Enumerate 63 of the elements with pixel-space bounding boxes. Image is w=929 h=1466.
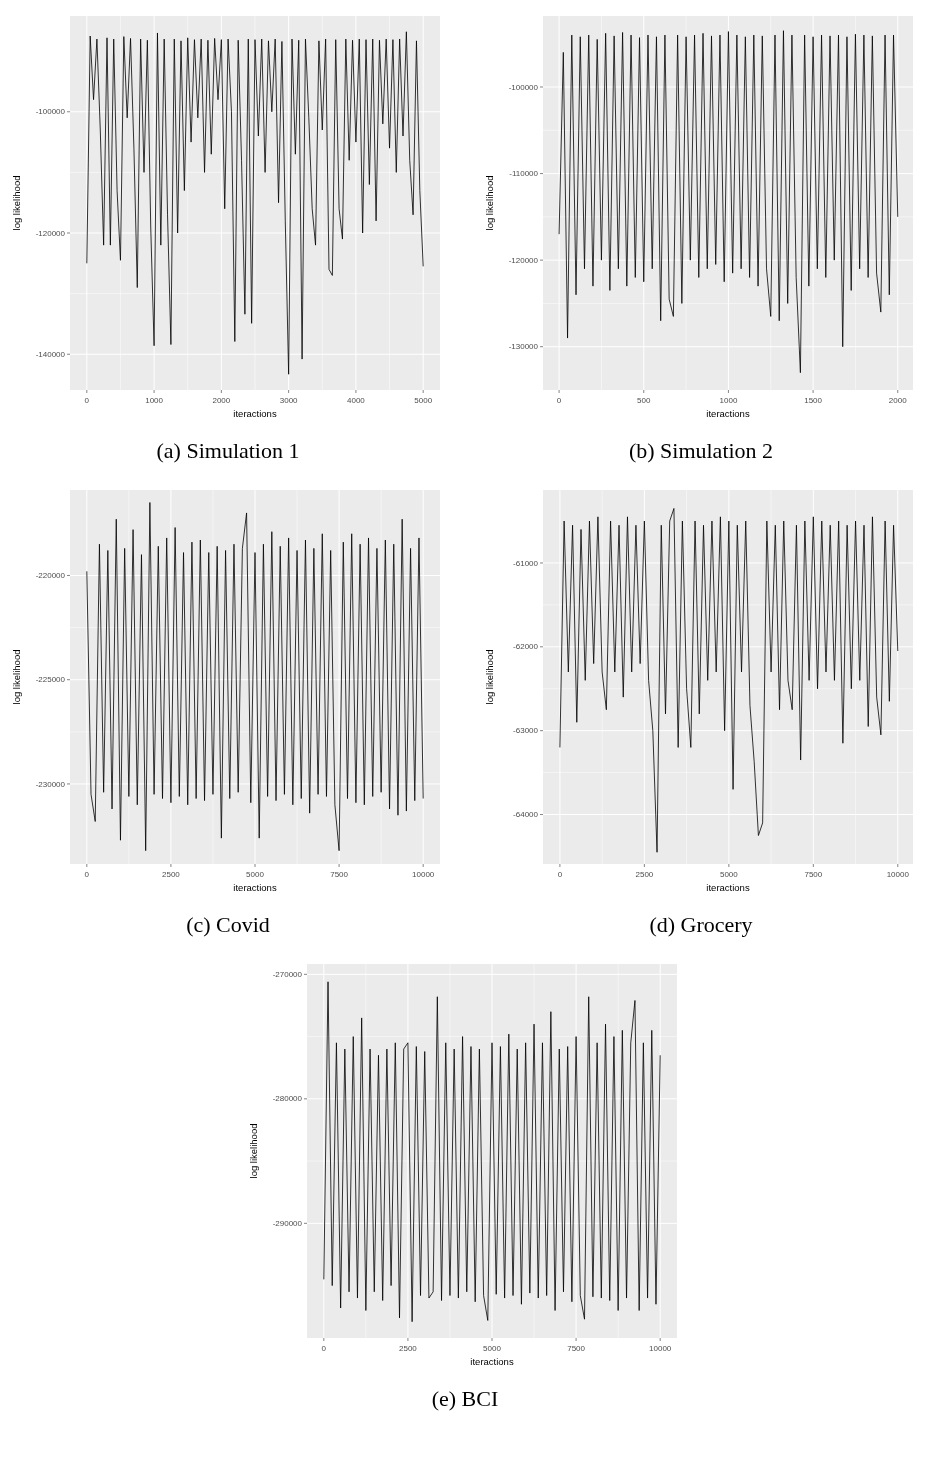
x-tick-label: 10000 (412, 870, 435, 879)
x-axis-title: iteractions (233, 408, 277, 419)
y-tick-label: -100000 (35, 107, 66, 117)
text: (a) Simulation 1 (156, 438, 300, 463)
x-tick-label: 2500 (398, 1344, 417, 1353)
x-tick-label: 2000 (888, 396, 908, 405)
y-axis-title: log likelihood (247, 1123, 259, 1179)
x-tick-label: 1500 (804, 396, 823, 405)
x-tick-label: 500 (637, 396, 651, 405)
x-tick-label: 7500 (330, 870, 349, 879)
y-tick-label: -110000 (509, 169, 539, 179)
y-tick-label: -225000 (35, 675, 66, 685)
x-axis-title: iteractions (233, 882, 277, 893)
line-series (86, 502, 424, 852)
y-tick-label: -62000 (513, 642, 539, 652)
text: (d) Grocery (649, 912, 753, 937)
y-tick-label: -280000 (272, 1094, 303, 1104)
line-series (559, 508, 899, 853)
x-tick-label: 1000 (145, 396, 164, 405)
x-tick-label: 7500 (566, 1344, 586, 1353)
x-tick-label: 0 (321, 1344, 327, 1353)
line-series (322, 981, 661, 1323)
x-tick-label: 10000 (886, 870, 910, 879)
x-tick-label: 0 (556, 396, 562, 405)
y-axis-title: log likelihood (484, 649, 495, 705)
x-tick-label: 2500 (162, 870, 181, 879)
y-tick-label: -63000 (513, 726, 539, 736)
y-tick-label: -230000 (35, 779, 66, 789)
y-tick-label: -130000 (508, 342, 539, 352)
x-tick-label: 0 (84, 870, 90, 879)
text: (e) BCI (431, 1386, 498, 1411)
x-tick-label: 0 (557, 870, 563, 879)
y-axis-title: log likelihood (11, 649, 22, 705)
y-tick-label: -290000 (272, 1218, 303, 1228)
x-tick-label: 1000 (719, 396, 738, 405)
x-tick-label: 2500 (635, 870, 654, 879)
y-tick-label: -120000 (35, 228, 66, 238)
y-tick-label: -140000 (35, 349, 66, 359)
line-series (558, 30, 899, 374)
x-tick-label: 3000 (279, 396, 299, 405)
y-tick-label: -120000 (508, 255, 539, 265)
y-tick-label: -270000 (272, 969, 303, 979)
x-tick-label: 0 (84, 396, 90, 405)
x-tick-label: 4000 (347, 396, 366, 405)
x-tick-label: 5000 (414, 396, 433, 405)
x-tick-label: 5000 (719, 870, 739, 879)
text: (b) Simulation 2 (628, 438, 774, 463)
text: (c) Covid (186, 912, 270, 937)
y-tick-label: -100000 (508, 82, 539, 92)
x-tick-label: 5000 (246, 870, 265, 879)
line-series (86, 31, 424, 375)
x-tick-label: 7500 (804, 870, 823, 879)
x-tick-label: 2000 (212, 396, 231, 405)
y-tick-label: -64000 (513, 810, 539, 820)
x-axis-title: iteractions (706, 882, 750, 893)
x-axis-title: iteractions (706, 408, 750, 419)
y-tick-label: -220000 (35, 571, 66, 581)
x-tick-label: 10000 (648, 1344, 672, 1353)
x-tick-label: 5000 (482, 1344, 501, 1353)
y-tick-label: -61000 (513, 558, 539, 568)
x-axis-title: iteractions (469, 1356, 514, 1367)
y-axis-title: log likelihood (484, 175, 495, 231)
y-axis-title: log likelihood (11, 175, 22, 231)
